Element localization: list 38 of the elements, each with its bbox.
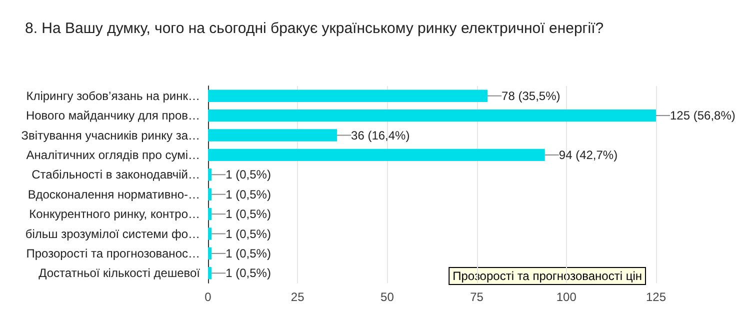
x-tick-label: 75 [470, 290, 484, 304]
bar [208, 148, 545, 162]
y-tick-label: Вдосконалення нормативно-… [28, 187, 200, 202]
x-tick-label: 125 [646, 290, 666, 304]
x-tick-label: 0 [204, 290, 212, 304]
data-label: 125 (56,8%) [670, 108, 736, 123]
bar [208, 267, 212, 280]
x-tick-label: 25 [290, 290, 305, 304]
data-label: 1 (0,5%) [226, 226, 271, 241]
chart-title: 8. На Вашу думку, чого на сьогодні бракує українському ринку електричної енергії? [25, 20, 604, 37]
annotation: Прозорості та прогнозованості цін [452, 269, 642, 283]
y-tick-label: Звітування учасників ринку за… [21, 128, 200, 142]
bar [208, 228, 212, 240]
bar [208, 129, 338, 142]
y-tick-label: Достатньої кількості дешевої [38, 266, 201, 280]
x-tick-label: 100 [556, 290, 577, 304]
bar [208, 188, 212, 200]
x-tick-label: 50 [380, 290, 394, 304]
y-tick-label: Стабільності в законодавчій… [32, 168, 200, 182]
y-tick-label: Конкурентного ринку, контро… [29, 207, 200, 222]
data-label: 78 (35,5%) [502, 88, 560, 103]
data-label: 1 (0,5%) [226, 168, 271, 182]
data-label: 1 (0,5%) [226, 207, 271, 222]
data-label: 1 (0,5%) [226, 266, 271, 280]
bar [208, 90, 488, 102]
bar [208, 208, 212, 220]
data-label: 1 (0,5%) [226, 246, 271, 260]
bar [208, 247, 212, 260]
data-label: 36 (16,4%) [351, 128, 410, 142]
bar [208, 168, 212, 181]
y-tick-label: Нового майданчику для пров… [26, 108, 200, 123]
y-tick-label: Клірингу зобов’язань на ринк… [26, 88, 200, 103]
data-label: 94 (42,7%) [558, 148, 618, 162]
bar [208, 109, 656, 122]
y-tick-label: Прозорості та прогнозованос… [26, 246, 200, 260]
data-label: 1 (0,5%) [226, 187, 271, 202]
y-tick-label: Аналітичних оглядів про сумі… [26, 148, 200, 162]
y-tick-label: більш зрозумілої системи фо… [25, 226, 200, 241]
